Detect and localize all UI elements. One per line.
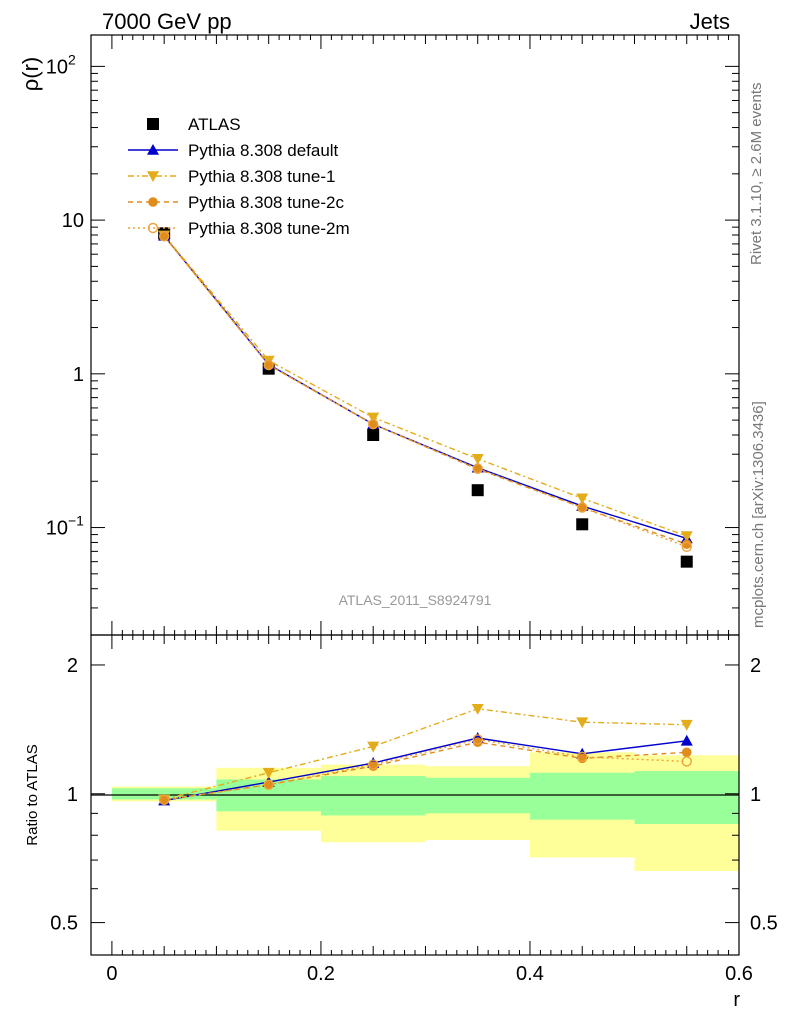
stat-uncertainty-band — [320, 776, 426, 816]
data-point — [471, 454, 484, 465]
ratio-y-ticks: 2 2 1 1 0.5 0.5 — [50, 655, 778, 935]
ratio-series — [158, 703, 693, 806]
data-point — [680, 734, 693, 746]
data-point — [472, 737, 483, 747]
ratio-uncertainty-bands — [111, 752, 739, 872]
y-tick-exponent: 2 — [68, 51, 76, 67]
data-point — [577, 751, 588, 763]
ratio-x-ticks: 0 0.2 0.4 0.6 — [106, 635, 753, 985]
data-point — [576, 493, 589, 505]
data-point — [147, 171, 159, 182]
main-series — [158, 227, 693, 568]
y-tick-label: 0.5 — [50, 913, 78, 935]
data-point — [681, 756, 692, 767]
header-energy: 7000 GeV pp — [102, 9, 232, 34]
series-line — [163, 235, 687, 548]
data-point — [367, 759, 379, 770]
legend-label: ATLAS — [188, 115, 241, 134]
data-point — [680, 719, 693, 731]
data-point — [367, 419, 379, 430]
y-tick-label-right: 0.5 — [750, 913, 778, 935]
data-point — [159, 231, 169, 242]
y-tick-label: 1 — [73, 364, 84, 386]
y-tick-label: 2 — [67, 655, 78, 677]
x-tick-label: 0.2 — [307, 963, 335, 985]
legend-entry: Pythia 8.308 tune-2c — [128, 193, 344, 212]
main-y-axis-label: ρ(r) — [18, 57, 43, 92]
data-point — [147, 144, 159, 155]
data-point — [680, 555, 693, 568]
data-point — [681, 541, 692, 552]
stat-uncertainty-band — [111, 788, 217, 800]
y-tick-exponent: −1 — [68, 513, 84, 529]
header-process: Jets — [690, 9, 730, 34]
series-line — [164, 741, 687, 801]
data-point — [263, 779, 274, 790]
x-tick-label: 0.6 — [725, 963, 753, 985]
legend-label: Pythia 8.308 tune-2m — [188, 219, 350, 238]
ratio-x-axis-label: r — [733, 989, 740, 1011]
legend-label: Pythia 8.308 tune-1 — [188, 167, 335, 186]
data-point — [262, 767, 275, 779]
data-point — [263, 359, 274, 371]
data-point — [368, 419, 378, 430]
data-point — [577, 502, 588, 513]
data-point — [472, 464, 483, 474]
y-tick-label-right: 2 — [750, 655, 761, 677]
legend-label: Pythia 8.308 tune-2c — [188, 193, 344, 212]
data-point — [148, 197, 158, 207]
legend-entry: ATLAS — [147, 115, 241, 134]
data-point — [681, 539, 692, 549]
y-tick-label: 1 — [67, 784, 78, 806]
legend-entry: Pythia 8.308 tune-1 — [128, 167, 335, 186]
data-point — [263, 360, 274, 370]
x-tick-label: 0.4 — [516, 963, 544, 985]
data-point — [367, 412, 380, 424]
ratio-y-axis-label: Ratio to ATLAS — [24, 744, 41, 845]
data-point — [158, 794, 170, 806]
data-point — [471, 484, 484, 497]
rivet-label: Rivet 3.1.10, ≥ 2.6M events — [748, 83, 765, 266]
data-point — [471, 703, 484, 715]
legend-label: Pythia 8.308 default — [188, 141, 339, 160]
data-point — [576, 717, 589, 729]
stat-uncertainty-band — [634, 771, 739, 824]
data-point — [367, 741, 380, 753]
data-point — [576, 518, 589, 531]
series-line — [163, 234, 687, 537]
legend: ATLAS Pythia 8.308 default Pythia 8.308 tu… — [128, 115, 350, 238]
data-point — [147, 118, 159, 130]
data-point — [158, 231, 170, 242]
data-point — [472, 734, 483, 745]
stat-uncertainty-band — [529, 772, 635, 820]
data-point — [147, 222, 159, 234]
data-point — [263, 779, 274, 790]
y-tick-label: 10 — [62, 210, 84, 232]
data-point — [472, 463, 483, 474]
data-point — [680, 531, 693, 543]
data-point — [681, 747, 692, 758]
series-line — [163, 235, 687, 545]
data-point — [367, 429, 380, 441]
legend-entry: Pythia 8.308 default — [128, 141, 339, 160]
main-x-ticks — [111, 35, 740, 635]
data-point — [577, 502, 588, 513]
series-line — [164, 737, 687, 802]
series-line — [164, 738, 687, 801]
data-point — [159, 795, 169, 805]
y-tick-label: 10 — [46, 518, 68, 540]
mcplots-label: mcplots.cern.ch [arXiv:1306.3436] — [750, 401, 767, 628]
analysis-watermark: ATLAS_2011_S8924791 — [339, 592, 492, 608]
y-tick-label: 10 — [46, 56, 68, 78]
series-line — [163, 235, 687, 540]
series-line — [163, 708, 687, 801]
legend-entry: Pythia 8.308 tune-2m — [128, 219, 350, 238]
y-tick-label-right: 1 — [750, 784, 761, 806]
ratio-panel: 2 2 1 1 0.5 0.5 0 0.2 0.4 0.6 Ratio to ATLAS r — [24, 634, 778, 1011]
x-tick-label: 0 — [106, 963, 117, 985]
